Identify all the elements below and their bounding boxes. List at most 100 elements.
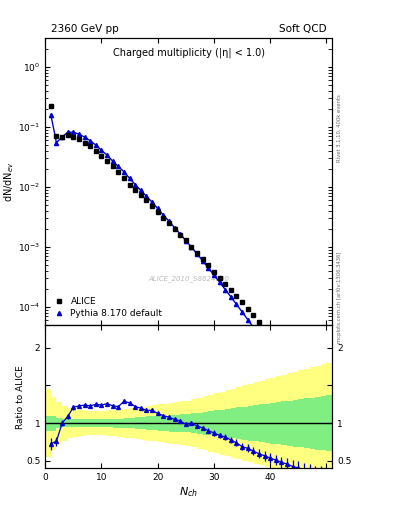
ALICE <box>206 262 211 268</box>
ALICE <box>211 268 216 274</box>
ALICE <box>313 392 318 398</box>
Pythia 8.170 default <box>206 265 211 271</box>
Pythia 8.170 default <box>172 225 177 231</box>
Pythia 8.170 default <box>296 391 301 397</box>
ALICE <box>301 376 306 382</box>
Pythia 8.170 default <box>189 244 194 250</box>
ALICE <box>274 339 278 345</box>
ALICE <box>133 187 138 193</box>
ALICE <box>65 132 70 138</box>
ALICE <box>110 163 115 169</box>
ALICE <box>240 299 244 305</box>
Legend: ALICE, Pythia 8.170 default: ALICE, Pythia 8.170 default <box>50 294 165 321</box>
Pythia 8.170 default <box>318 432 323 438</box>
ALICE <box>279 346 284 352</box>
ALICE <box>296 368 301 374</box>
Pythia 8.170 default <box>217 279 222 285</box>
ALICE <box>200 256 205 262</box>
Pythia 8.170 default <box>82 134 87 140</box>
Y-axis label: Ratio to ALICE: Ratio to ALICE <box>16 365 25 429</box>
ALICE <box>223 281 228 287</box>
Line: Pythia 8.170 default: Pythia 8.170 default <box>49 113 329 449</box>
ALICE <box>307 383 312 390</box>
Pythia 8.170 default <box>99 147 104 154</box>
ALICE <box>94 148 98 154</box>
Pythia 8.170 default <box>65 129 70 135</box>
ALICE <box>82 140 87 146</box>
Pythia 8.170 default <box>184 238 188 244</box>
Pythia 8.170 default <box>121 168 126 175</box>
Pythia 8.170 default <box>144 193 149 199</box>
Pythia 8.170 default <box>257 332 261 338</box>
Pythia 8.170 default <box>155 205 160 211</box>
ALICE <box>184 237 188 243</box>
Pythia 8.170 default <box>161 212 166 218</box>
Pythia 8.170 default <box>138 187 143 194</box>
Pythia 8.170 default <box>105 152 109 158</box>
Pythia 8.170 default <box>234 301 239 307</box>
ALICE <box>167 220 171 226</box>
ALICE <box>54 133 59 139</box>
Pythia 8.170 default <box>150 199 154 205</box>
Pythia 8.170 default <box>48 112 53 118</box>
Pythia 8.170 default <box>195 251 199 257</box>
Pythia 8.170 default <box>54 140 59 146</box>
Text: ALICE_2010_S8624100: ALICE_2010_S8624100 <box>148 275 229 282</box>
Line: ALICE: ALICE <box>48 104 329 416</box>
Pythia 8.170 default <box>301 401 306 408</box>
ALICE <box>318 401 323 408</box>
ALICE <box>88 143 93 149</box>
ALICE <box>127 181 132 187</box>
ALICE <box>189 244 194 250</box>
ALICE <box>71 134 76 140</box>
Pythia 8.170 default <box>167 218 171 224</box>
ALICE <box>268 332 273 338</box>
ALICE <box>251 312 256 318</box>
Pythia 8.170 default <box>133 181 138 187</box>
ALICE <box>262 326 267 332</box>
X-axis label: $N_{ch}$: $N_{ch}$ <box>179 485 198 499</box>
Pythia 8.170 default <box>240 309 244 315</box>
Pythia 8.170 default <box>228 294 233 300</box>
ALICE <box>234 293 239 300</box>
ALICE <box>172 226 177 232</box>
Text: Charged multiplicity (|η| < 1.0): Charged multiplicity (|η| < 1.0) <box>113 47 264 57</box>
ALICE <box>150 203 154 209</box>
ALICE <box>285 353 289 359</box>
Pythia 8.170 default <box>88 138 93 144</box>
ALICE <box>77 136 81 142</box>
ALICE <box>155 208 160 215</box>
ALICE <box>60 134 64 140</box>
ALICE <box>161 215 166 221</box>
Pythia 8.170 default <box>110 158 115 164</box>
Pythia 8.170 default <box>127 175 132 181</box>
Pythia 8.170 default <box>71 129 76 135</box>
Pythia 8.170 default <box>313 421 318 428</box>
Pythia 8.170 default <box>60 134 64 140</box>
ALICE <box>144 197 149 203</box>
ALICE <box>121 175 126 181</box>
Pythia 8.170 default <box>178 231 183 237</box>
Text: Rivet 3.1.10, 400k events: Rivet 3.1.10, 400k events <box>337 94 342 162</box>
ALICE <box>138 192 143 198</box>
ALICE <box>290 360 295 367</box>
ALICE <box>228 287 233 293</box>
Pythia 8.170 default <box>262 340 267 346</box>
ALICE <box>217 274 222 281</box>
Pythia 8.170 default <box>279 365 284 371</box>
Text: mcplots.cern.ch [arXiv:1306.3436]: mcplots.cern.ch [arXiv:1306.3436] <box>337 251 342 343</box>
Text: Soft QCD: Soft QCD <box>279 24 326 34</box>
ALICE <box>105 158 109 164</box>
Pythia 8.170 default <box>94 142 98 148</box>
Pythia 8.170 default <box>200 258 205 264</box>
Y-axis label: dN/dN$_{ev}$: dN/dN$_{ev}$ <box>3 161 17 202</box>
ALICE <box>257 318 261 325</box>
Pythia 8.170 default <box>245 316 250 323</box>
Pythia 8.170 default <box>324 443 329 449</box>
Pythia 8.170 default <box>211 272 216 278</box>
Pythia 8.170 default <box>274 356 278 362</box>
ALICE <box>178 232 183 238</box>
Text: 2360 GeV pp: 2360 GeV pp <box>51 24 119 34</box>
Pythia 8.170 default <box>307 410 312 416</box>
Pythia 8.170 default <box>285 374 289 380</box>
